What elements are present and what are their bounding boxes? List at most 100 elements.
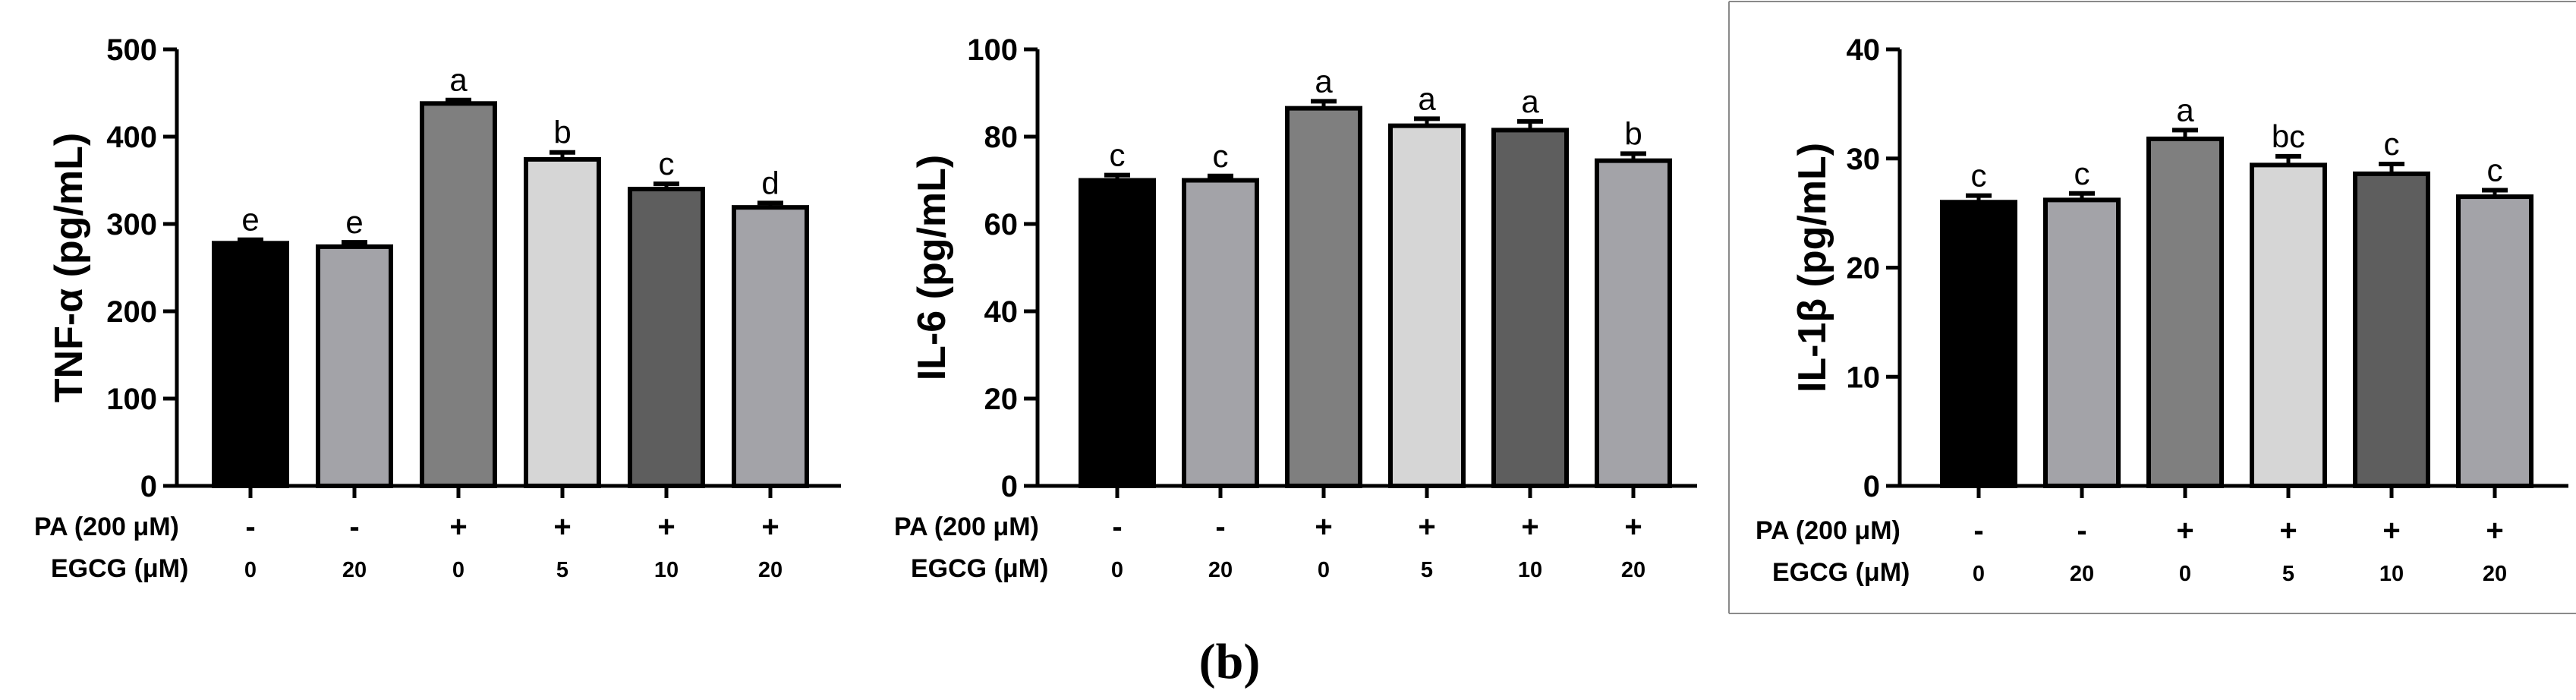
y-tick-label: 300 <box>106 208 157 241</box>
significance-label: a <box>2176 92 2194 128</box>
significance-label: a <box>449 62 468 98</box>
y-tick-label: 60 <box>984 208 1019 241</box>
pa-condition: - <box>1112 510 1122 544</box>
significance-label: c <box>2384 126 2400 162</box>
chart-1: TNF-α (pg/mL) 0 100 200 300 400 500 e - 0 e - 20 a +0 b… <box>34 33 841 583</box>
chart-3: IL-1β (pg/mL) 0 10 20 30 40 c - 0 c - 20 a +0 bc +5 c +10… <box>1756 33 2568 587</box>
significance-label: c <box>659 146 675 181</box>
pa-condition: - <box>1973 514 1983 547</box>
pa-condition: + <box>2176 514 2193 547</box>
y-tick-label: 0 <box>140 470 157 503</box>
y-tick-label: 40 <box>1847 33 1881 67</box>
y-tick-label: 100 <box>106 383 157 416</box>
bar <box>524 156 601 488</box>
row-label-egcg: EGCG (μM) <box>911 554 1048 583</box>
y-tick-label: 500 <box>106 33 157 67</box>
y-tick-label: 400 <box>106 121 157 154</box>
row-label-pa: PA (200 μM) <box>1756 516 1901 545</box>
egcg-dose: 10 <box>2379 562 2404 586</box>
panels: TNF-α (pg/mL)0100200300400500e-0e-20a+0b… <box>34 33 2568 587</box>
y-tick-label: 100 <box>967 33 1018 67</box>
pa-condition: - <box>349 510 359 544</box>
pa-condition: + <box>761 510 779 544</box>
y-tick-label: 0 <box>1863 470 1880 503</box>
bar <box>628 187 705 488</box>
significance-label: b <box>1624 115 1642 151</box>
significance-label: c <box>1971 158 1987 194</box>
egcg-dose: 0 <box>1111 558 1123 582</box>
egcg-dose: 20 <box>2070 562 2094 586</box>
bar <box>1285 106 1362 488</box>
pa-condition: + <box>1315 510 1332 544</box>
row-label-egcg: EGCG (μM) <box>1772 558 1910 587</box>
bar <box>1595 158 1672 488</box>
egcg-dose: 0 <box>2179 562 2191 586</box>
y-tick-label: 30 <box>1847 143 1881 176</box>
egcg-dose: 5 <box>1421 558 1433 582</box>
pa-condition: + <box>553 510 571 544</box>
pa-condition: + <box>2486 514 2503 547</box>
egcg-dose: 20 <box>758 558 783 582</box>
y-axis-label: IL-6 (pg/mL) <box>910 155 954 381</box>
significance-label: b <box>553 115 571 150</box>
egcg-dose: 10 <box>1518 558 1542 582</box>
significance-label: c <box>2074 156 2090 191</box>
egcg-dose: 5 <box>556 558 568 582</box>
y-tick-label: 80 <box>984 121 1019 154</box>
significance-label: e <box>345 204 363 240</box>
row-label-pa: PA (200 μM) <box>894 512 1039 541</box>
egcg-dose: 20 <box>1621 558 1645 582</box>
pa-condition: + <box>657 510 675 544</box>
bar <box>1079 178 1156 488</box>
y-axis-label: IL-1β (pg/mL) <box>1790 143 1834 393</box>
pa-condition: - <box>2077 514 2086 547</box>
bar <box>1182 178 1259 488</box>
bar <box>1940 200 2017 488</box>
row-label-egcg: EGCG (μM) <box>51 554 188 583</box>
pa-condition: + <box>2382 514 2400 547</box>
significance-label: a <box>1418 80 1436 116</box>
egcg-dose: 5 <box>2282 562 2294 586</box>
bar <box>1491 128 1569 488</box>
y-tick-label: 20 <box>1847 252 1881 285</box>
egcg-dose: 0 <box>452 558 464 582</box>
pa-condition: + <box>1418 510 1435 544</box>
bar <box>2043 197 2121 488</box>
y-tick-label: 200 <box>106 295 157 329</box>
significance-label: e <box>241 202 259 238</box>
pa-condition: - <box>1215 510 1225 544</box>
egcg-dose: 20 <box>342 558 367 582</box>
y-tick-label: 10 <box>1847 361 1881 394</box>
bar <box>420 101 497 489</box>
significance-label: a <box>1521 84 1539 119</box>
pa-condition: + <box>1624 510 1642 544</box>
pa-condition: - <box>245 510 255 544</box>
pa-condition: + <box>449 510 467 544</box>
bar <box>2146 136 2224 488</box>
significance-label: c <box>1213 138 1229 174</box>
y-tick-label: 0 <box>1001 470 1018 503</box>
pa-condition: + <box>1521 510 1538 544</box>
egcg-dose: 20 <box>1208 558 1233 582</box>
bar <box>316 244 393 488</box>
bar <box>1388 123 1466 488</box>
row-label-pa: PA (200 μM) <box>34 512 179 541</box>
significance-label: c <box>1110 137 1126 173</box>
y-tick-label: 20 <box>984 383 1019 416</box>
bar <box>732 205 809 488</box>
bar <box>2250 162 2327 488</box>
y-tick-label: 40 <box>984 295 1019 329</box>
significance-label: bc <box>2272 118 2305 154</box>
egcg-dose: 0 <box>1318 558 1330 582</box>
bar <box>212 241 289 488</box>
y-axis-label: TNF-α (pg/mL) <box>47 133 91 402</box>
egcg-dose: 20 <box>2483 562 2507 586</box>
egcg-dose: 0 <box>244 558 257 582</box>
bar <box>2353 171 2430 488</box>
significance-label: d <box>761 165 779 200</box>
egcg-dose: 10 <box>654 558 679 582</box>
figure-caption: (b) <box>1199 634 1261 689</box>
pa-condition: + <box>2279 514 2297 547</box>
bar <box>2456 194 2533 488</box>
